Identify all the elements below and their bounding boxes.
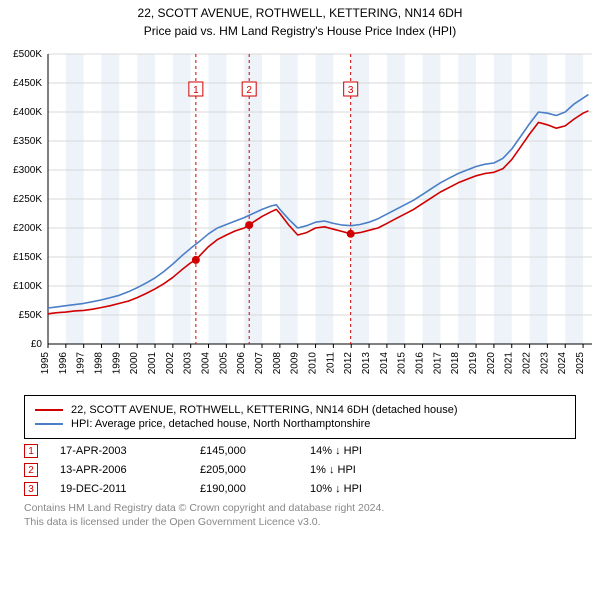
- sales-date: 13-APR-2006: [60, 464, 200, 476]
- sales-date: 17-APR-2003: [60, 445, 200, 457]
- svg-text:1: 1: [193, 85, 199, 96]
- footer-line-1: Contains HM Land Registry data © Crown c…: [24, 501, 576, 515]
- svg-text:2009: 2009: [290, 352, 301, 375]
- sales-table: 1 17-APR-2003£145,00014% ↓ HPI 2 13-APR-200…: [24, 444, 576, 496]
- svg-text:2004: 2004: [201, 352, 212, 375]
- sales-delta: 14% ↓ HPI: [310, 445, 362, 457]
- legend-label: HPI: Average price, detached house, Nort…: [71, 418, 370, 430]
- svg-text:2019: 2019: [468, 352, 479, 375]
- sales-price: £190,000: [200, 483, 310, 495]
- svg-text:3: 3: [348, 85, 354, 96]
- svg-text:£350K: £350K: [13, 136, 42, 147]
- svg-text:2018: 2018: [450, 352, 461, 375]
- footer: Contains HM Land Registry data © Crown c…: [24, 501, 576, 529]
- svg-text:£0: £0: [31, 339, 43, 350]
- svg-text:2007: 2007: [254, 352, 265, 375]
- svg-text:£100K: £100K: [13, 281, 42, 292]
- svg-text:2025: 2025: [575, 352, 586, 375]
- svg-text:£150K: £150K: [13, 252, 42, 263]
- sales-row: 3 19-DEC-2011£190,00010% ↓ HPI: [24, 482, 576, 496]
- svg-text:£450K: £450K: [13, 78, 42, 89]
- svg-text:1998: 1998: [94, 352, 105, 375]
- svg-text:2017: 2017: [432, 352, 443, 375]
- svg-text:2021: 2021: [504, 352, 515, 375]
- svg-text:2000: 2000: [129, 352, 140, 375]
- svg-text:£200K: £200K: [13, 223, 42, 234]
- svg-text:2011: 2011: [325, 352, 336, 374]
- svg-text:2008: 2008: [272, 352, 283, 375]
- sales-price: £145,000: [200, 445, 310, 457]
- title-line-2: Price paid vs. HM Land Registry's House …: [0, 22, 600, 40]
- legend-item: HPI: Average price, detached house, Nort…: [35, 418, 565, 430]
- svg-text:2001: 2001: [147, 352, 158, 375]
- svg-text:1995: 1995: [40, 352, 51, 375]
- svg-text:1999: 1999: [111, 352, 122, 375]
- svg-text:2010: 2010: [308, 352, 319, 375]
- footer-line-2: This data is licensed under the Open Gov…: [24, 515, 576, 529]
- title-line-1: 22, SCOTT AVENUE, ROTHWELL, KETTERING, N…: [0, 0, 600, 22]
- chart-svg: £0 £50K £100K £150K £200K £250K £300K £350K £400…: [0, 44, 600, 384]
- svg-text:2020: 2020: [486, 352, 497, 375]
- svg-text:1996: 1996: [58, 352, 69, 375]
- sales-marker: 1: [24, 444, 38, 458]
- sales-marker: 3: [24, 482, 38, 496]
- svg-text:2015: 2015: [397, 352, 408, 375]
- svg-text:£400K: £400K: [13, 107, 42, 118]
- svg-text:2012: 2012: [343, 352, 354, 375]
- svg-text:2014: 2014: [379, 352, 390, 375]
- legend-item: 22, SCOTT AVENUE, ROTHWELL, KETTERING, N…: [35, 404, 565, 416]
- sales-delta: 10% ↓ HPI: [310, 483, 362, 495]
- sales-delta: 1% ↓ HPI: [310, 464, 356, 476]
- sales-price: £205,000: [200, 464, 310, 476]
- svg-text:2013: 2013: [361, 352, 372, 375]
- legend-swatch: [35, 423, 63, 425]
- svg-text:£250K: £250K: [13, 194, 42, 205]
- sales-row: 1 17-APR-2003£145,00014% ↓ HPI: [24, 444, 576, 458]
- svg-text:2024: 2024: [557, 352, 568, 375]
- svg-text:2003: 2003: [183, 352, 194, 375]
- svg-text:2: 2: [246, 85, 252, 96]
- svg-text:£300K: £300K: [13, 165, 42, 176]
- sales-date: 19-DEC-2011: [60, 483, 200, 495]
- svg-text:2022: 2022: [522, 352, 533, 375]
- svg-text:£50K: £50K: [19, 310, 43, 321]
- svg-text:1997: 1997: [76, 352, 87, 375]
- svg-text:£500K: £500K: [13, 49, 42, 60]
- legend-label: 22, SCOTT AVENUE, ROTHWELL, KETTERING, N…: [71, 404, 458, 416]
- legend-swatch: [35, 409, 63, 411]
- sales-marker: 2: [24, 463, 38, 477]
- svg-text:2006: 2006: [236, 352, 247, 375]
- svg-text:2002: 2002: [165, 352, 176, 375]
- chart: £0 £50K £100K £150K £200K £250K £300K £350K £400…: [0, 44, 600, 389]
- legend: 22, SCOTT AVENUE, ROTHWELL, KETTERING, N…: [24, 395, 576, 439]
- sales-row: 2 13-APR-2006£205,0001% ↓ HPI: [24, 463, 576, 477]
- svg-text:2016: 2016: [415, 352, 426, 375]
- svg-text:2005: 2005: [218, 352, 229, 375]
- svg-text:2023: 2023: [539, 352, 550, 375]
